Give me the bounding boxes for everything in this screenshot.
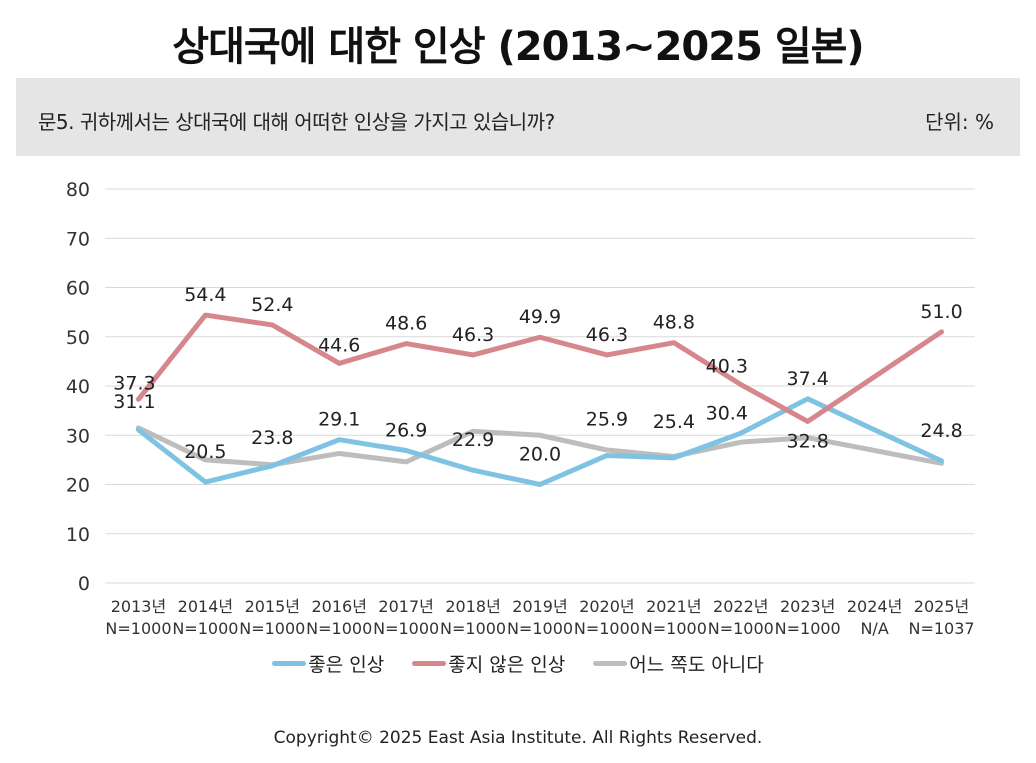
x-tick-sample-size: N=1000 [641, 619, 707, 638]
data-label: 52.4 [251, 294, 293, 316]
series-line-2 [135, 425, 945, 468]
data-label: 26.9 [385, 420, 427, 442]
gridlines [105, 188, 975, 584]
data-labels: 31.1 20.5 23.8 29.1 26.9 22.9 20.0 25.9 25.4 30.4… [113, 284, 962, 465]
x-tick-sample-size: N=1000 [306, 619, 372, 638]
x-tick-sample-size: N=1000 [239, 619, 305, 638]
x-tick-sample-size: N=1000 [172, 619, 238, 638]
series-line-0 [135, 396, 945, 487]
data-label: 25.9 [586, 408, 628, 430]
y-tick-label: 30 [66, 425, 90, 447]
x-tick-sample-size: N=1000 [440, 619, 506, 638]
data-label: 29.1 [318, 409, 360, 431]
legend-item-bad[interactable]: 좋지 않은 인상 [412, 650, 565, 677]
y-tick-label: 70 [66, 228, 90, 250]
x-tick-label: 2024년 [847, 597, 902, 616]
y-tick-label: 80 [66, 179, 90, 201]
data-label: 48.6 [385, 313, 427, 335]
x-tick-sample-size: N=1037 [908, 619, 974, 638]
x-tick-label: 2014년 [178, 597, 233, 616]
x-tick-sample-size: N=1000 [775, 619, 841, 638]
legend-label: 어느 쪽도 아니다 [629, 654, 764, 676]
legend-item-good[interactable]: 좋은 인상 [272, 650, 384, 677]
data-label: 20.0 [519, 444, 561, 466]
y-tick-label: 20 [66, 475, 90, 497]
data-label: 30.4 [706, 402, 748, 424]
x-tick-sample-size: N=1000 [373, 619, 439, 638]
legend-swatch-grey [593, 661, 628, 666]
data-label: 46.3 [452, 324, 494, 346]
legend-swatch-blue [272, 661, 307, 666]
x-tick-sample-size: N=1000 [507, 619, 573, 638]
unit-label: 단위: % [925, 110, 994, 134]
x-tick-sample-size: N/A [860, 619, 888, 638]
y-tick-label: 60 [66, 278, 90, 300]
legend-label: 좋은 인상 [308, 654, 385, 676]
page-title: 상대국에 대한 인상 (2013~2025 일본) [172, 24, 864, 70]
data-label: 49.9 [519, 306, 561, 328]
legend-label: 좋지 않은 인상 [448, 654, 566, 676]
data-label: 40.3 [706, 356, 748, 378]
data-label: 54.4 [184, 284, 226, 306]
x-tick-sample-size: N=1000 [105, 619, 171, 638]
x-tick-label: 2020년 [579, 597, 634, 616]
x-tick-label: 2019년 [512, 597, 567, 616]
x-tick-label: 2013년 [111, 597, 166, 616]
x-tick-label: 2016년 [312, 597, 367, 616]
data-label: 37.3 [113, 372, 155, 394]
data-label: 24.8 [920, 420, 962, 442]
line-chart: 0 10 20 30 40 50 60 70 80 2013년 N=1000 2014년 N=1000… [66, 179, 975, 638]
y-tick-label: 50 [66, 327, 90, 349]
data-label: 31.1 [113, 391, 155, 413]
y-axis-ticks: 0 10 20 30 40 50 60 70 80 [66, 179, 90, 595]
data-label: 23.8 [251, 427, 293, 449]
x-tick-label: 2025년 [914, 597, 969, 616]
x-tick-label: 2022년 [713, 597, 768, 616]
x-tick-sample-size: N=1000 [708, 619, 774, 638]
legend: 좋은 인상 좋지 않은 인상 어느 쪽도 아니다 [0, 650, 1036, 677]
data-label: 46.3 [586, 324, 628, 346]
question-bar: 문5. 귀하께서는 상대국에 대해 어떠한 인상을 가지고 있습니까? 단위: … [16, 78, 1020, 156]
data-label: 37.4 [787, 368, 829, 390]
copyright-notice: Copyright© 2025 East Asia Institute. All… [273, 728, 763, 748]
x-tick-label: 2021년 [646, 597, 701, 616]
data-label: 25.4 [653, 411, 695, 433]
data-label: 44.6 [318, 334, 360, 356]
x-tick-label: 2018년 [445, 597, 500, 616]
data-label: 22.9 [452, 429, 494, 451]
x-tick-label: 2017년 [378, 597, 433, 616]
data-label: 32.8 [787, 430, 829, 452]
x-tick-sample-size: N=1000 [574, 619, 640, 638]
y-tick-label: 40 [66, 376, 90, 398]
data-label: 51.0 [920, 301, 962, 323]
y-tick-label: 0 [78, 573, 90, 595]
survey-question: 문5. 귀하께서는 상대국에 대해 어떠한 인상을 가지고 있습니까? [38, 110, 555, 134]
x-tick-label: 2015년 [245, 597, 300, 616]
data-label: 20.5 [184, 441, 226, 463]
legend-item-neutral[interactable]: 어느 쪽도 아니다 [593, 650, 764, 677]
series-line-1 [135, 312, 945, 424]
x-axis-ticks: 2013년 N=1000 2014년 N=1000 2015년 N=1000 2016년 N=… [105, 597, 974, 638]
x-tick-label: 2023년 [780, 597, 835, 616]
data-label: 48.8 [653, 312, 695, 334]
series-lines [135, 312, 945, 487]
legend-swatch-red [412, 661, 447, 666]
y-tick-label: 10 [66, 524, 90, 546]
